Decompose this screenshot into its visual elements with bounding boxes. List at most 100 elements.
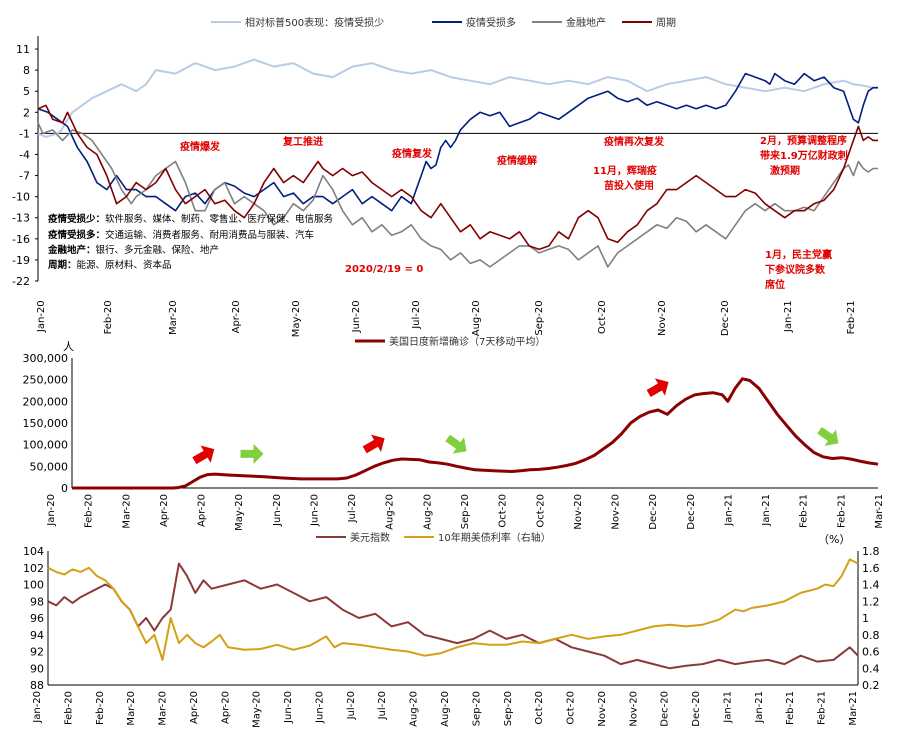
chart1-x-tick-7: Aug-20 [471, 300, 482, 336]
chart3-right-tick-1: 1.6 [862, 562, 880, 575]
chart3-x-tick-11: Jul-20 [377, 691, 388, 720]
annotation-easing: 疫情缓解 [497, 154, 537, 167]
us-daily-cases-chart: 美国日度新增确诊（7天移动平均） 人 300,000 250,000 200,000… [23, 335, 886, 531]
note-cyclical-label: 周期： [48, 259, 77, 271]
chart2-y-tick-6: 0 [61, 482, 68, 495]
chart1-y-tick-2: 5 [23, 85, 30, 98]
chart3-left-tick-6: 92 [30, 646, 44, 659]
chart1-x-tick-10: Nov-20 [657, 300, 668, 336]
chart3-left-tick-8: 88 [30, 679, 44, 692]
chart3-x-tick-12: Aug-20 [409, 691, 420, 727]
chart2-y-tick-5: 50,000 [30, 460, 69, 473]
chart2-unit-label: 人 [63, 340, 74, 353]
chart3-x-tick-4: Mar-20 [158, 691, 169, 726]
chart1-y-tick-4: -1 [19, 127, 30, 140]
chart1-y-tick-10: -19 [12, 254, 30, 267]
legend-low-damage: 相对标普500表现：疫情受损少 [245, 16, 384, 29]
chart3-x-tick-26: Mar-21 [848, 691, 859, 726]
chart2-x-tick-13: Oct-20 [535, 494, 546, 528]
annotation-base-date: 2020/2/19 = 0 [345, 264, 423, 275]
chart3-series [47, 558, 859, 670]
chart1-y-tick-6: -7 [19, 170, 30, 183]
chart1-x-tick-3: Apr-20 [231, 300, 242, 333]
chart2-x-tick-1: Feb-20 [84, 494, 95, 528]
chart1-x-tick-0: Jan-20 [36, 300, 47, 333]
chart3-left-tick-7: 90 [30, 662, 44, 675]
note-cyclical: 周期：能源、原材料、资本品 [48, 259, 172, 271]
chart2-x-tick-22: Mar-21 [874, 494, 885, 529]
note-low-damage-text: 软件服务、媒体、制药、零售业、医疗保健、电信服务 [105, 213, 334, 225]
trend-arrow-3 [445, 434, 467, 454]
chart2-x-tick-7: Jun-20 [309, 494, 320, 527]
note-high-damage-text: 交通运输、消费者服务、耐用消费品与服装、汽车 [105, 229, 314, 241]
annotation-senate-line1: 1月，民主党赢 [765, 248, 832, 261]
chart3-left-tick-2: 100 [23, 579, 44, 592]
note-high-damage-label: 疫情受损多： [48, 229, 105, 241]
chart2-x-tick-8: Jul-20 [347, 494, 358, 523]
chart1-annotations: 疫情爆发 复工推进 疫情复发 疫情缓解 疫情再次复发 11月，辉瑞疫 苗投入使用… [180, 134, 848, 291]
series-line-low-damage [37, 58, 878, 138]
series-line-ust10y [47, 558, 859, 661]
chart2-x-tick-19: Jan-21 [761, 494, 772, 527]
chart1-y-tick-0: 11 [16, 43, 30, 56]
chart2-arrows [192, 378, 839, 465]
chart3-left-tick-0: 104 [23, 545, 44, 558]
trend-arrow-5 [817, 426, 839, 446]
note-financial-label: 金融地产： [47, 244, 96, 256]
chart1-x-tick-13: Feb-21 [846, 300, 857, 334]
chart2-y-tick-0: 300,000 [23, 352, 69, 365]
chart1-x-tick-2: Mar-20 [168, 300, 179, 335]
chart3-left-tick-1: 102 [23, 562, 44, 575]
chart1-sector-notes: 疫情受损少：软件服务、媒体、制药、零售业、医疗保健、电信服务 疫情受损多：交通运… [47, 213, 334, 271]
chart1-x-tick-8: Sep-20 [534, 300, 545, 335]
chart2-x-tick-15: Nov-20 [611, 494, 622, 530]
chart3-x-tick-18: Nov-20 [597, 691, 608, 727]
chart2-x-tick-0: Jan-20 [46, 494, 57, 527]
legend-high-damage: 疫情受损多 [466, 16, 516, 29]
note-cyclical-text: 能源、原材料、资本品 [77, 259, 172, 271]
note-low-damage-label: 疫情受损少： [48, 213, 105, 225]
chart2-series [72, 377, 879, 490]
chart3-x-tick-25: Feb-21 [817, 691, 828, 725]
chart3-x-tick-14: Sep-20 [471, 691, 482, 726]
chart3-x-tick-17: Oct-20 [566, 691, 577, 725]
annotation-stimulus-line2: 带来1.9万亿财政刺 [760, 149, 848, 162]
chart3-x-tick-10: Jul-20 [346, 691, 357, 720]
chart1-y-tick-8: -13 [12, 212, 30, 225]
chart3-right-tick-4: 1 [862, 612, 869, 625]
chart3-x-tick-0: Jan-20 [32, 691, 43, 724]
chart3-x-tick-24: Feb-21 [785, 691, 796, 725]
chart1-x-tick-5: Jun-20 [351, 300, 362, 333]
trend-arrow-2 [362, 434, 385, 454]
note-high-damage: 疫情受损多：交通运输、消费者服务、耐用消费品与服装、汽车 [48, 229, 314, 241]
annotation-second-resurgence: 疫情再次复发 [604, 135, 665, 148]
chart3-right-tick-2: 1.4 [862, 579, 880, 592]
chart2-x-tick-5: May-20 [234, 494, 245, 531]
dxy-treasury-chart: 美元指数 10年期美债利率（右轴） （%） 104 102 100 98 96 94 92 9… [23, 531, 880, 728]
chart3-right-tick-8: 0.2 [862, 679, 880, 692]
chart3-left-tick-3: 98 [30, 595, 44, 608]
chart1-x-tick-9: Oct-20 [597, 300, 608, 334]
chart3-right-unit: （%） [818, 533, 850, 546]
series-line-high-damage [37, 72, 878, 212]
legend-ust10y: 10年期美债利率（右轴） [438, 531, 551, 544]
chart2-y-tick-2: 200,000 [23, 395, 69, 408]
series-line-financial [37, 122, 878, 268]
chart3-x-tick-21: Dec-20 [691, 691, 702, 727]
trend-arrow-1 [240, 443, 264, 464]
chart1-y-tick-5: -4 [19, 148, 30, 161]
note-low-damage: 疫情受损少：软件服务、媒体、制药、零售业、医疗保健、电信服务 [48, 213, 334, 225]
chart2-x-tick-4: Apr-20 [197, 494, 208, 527]
legend-financial: 金融地产 [566, 16, 606, 29]
chart2-y-tick-4: 100,000 [23, 439, 69, 452]
chart3-left-tick-5: 94 [30, 629, 44, 642]
chart2-x-tick-10: Aug-20 [422, 494, 433, 530]
chart2-x-tick-11: Sep-20 [460, 494, 471, 529]
chart2-x-tick-21: Feb-21 [836, 494, 847, 528]
chart2-x-axis: Jan-20 Feb-20 Mar-20 Apr-20 Apr-20 May-20 Jun-… [46, 487, 885, 531]
chart3-x-tick-2: Feb-20 [95, 691, 106, 725]
chart2-x-tick-9: Aug-20 [385, 494, 396, 530]
chart3-x-tick-6: Apr-20 [220, 691, 231, 724]
chart3-right-axis: 1.8 1.6 1.4 1.2 1 0.8 0.6 0.4 0.2 [857, 545, 880, 692]
chart3-x-tick-13: Aug-20 [440, 691, 451, 727]
